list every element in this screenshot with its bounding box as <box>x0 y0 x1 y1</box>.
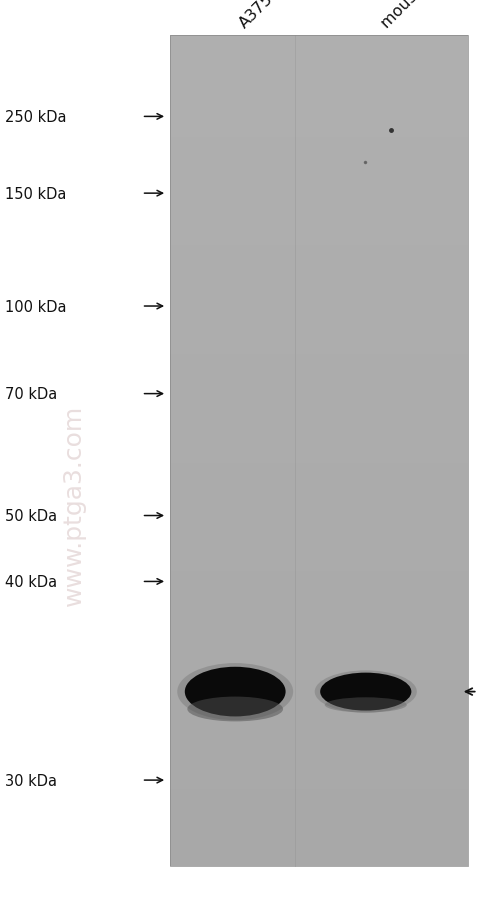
Text: 50 kDa: 50 kDa <box>5 509 57 523</box>
Text: 250 kDa: 250 kDa <box>5 110 66 124</box>
Text: 40 kDa: 40 kDa <box>5 575 57 589</box>
Text: www.ptga3.com: www.ptga3.com <box>62 405 86 605</box>
Text: 30 kDa: 30 kDa <box>5 773 57 787</box>
Ellipse shape <box>187 696 283 722</box>
Bar <box>170 36 468 866</box>
Ellipse shape <box>320 673 411 711</box>
Text: 150 kDa: 150 kDa <box>5 187 66 201</box>
Ellipse shape <box>324 697 407 713</box>
Text: A375: A375 <box>237 0 276 32</box>
Ellipse shape <box>315 670 417 713</box>
Text: 100 kDa: 100 kDa <box>5 299 66 314</box>
Ellipse shape <box>177 663 293 721</box>
Text: 70 kDa: 70 kDa <box>5 387 57 401</box>
Text: mouse liver: mouse liver <box>378 0 455 32</box>
Ellipse shape <box>185 667 286 716</box>
